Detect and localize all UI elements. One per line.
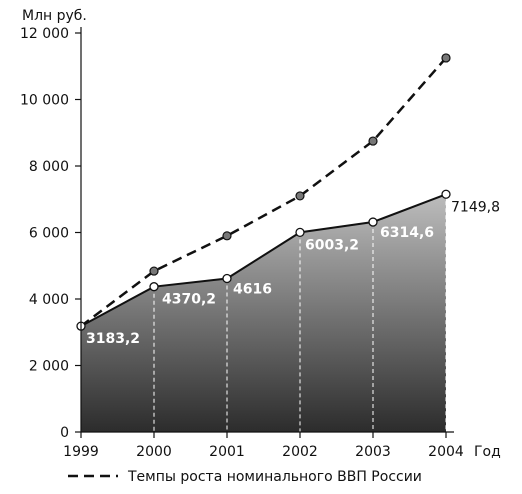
y-tick-label-2000: 2 000 xyxy=(29,359,69,375)
data-label-2000: 4370,2 xyxy=(162,292,216,308)
axes: 0 2 000 4 000 6 000 8 000 10 000 12 000 Млн руб… xyxy=(20,8,501,460)
dashed-point-2004 xyxy=(441,53,451,63)
y-unit-label: Млн руб. xyxy=(22,8,87,24)
x-tick-label-2003: 2003 xyxy=(355,444,391,460)
y-tick-label-8000: 8 000 xyxy=(29,159,69,175)
x-tick-label-2000: 2000 xyxy=(136,444,172,460)
y-tick-label-6000: 6 000 xyxy=(29,226,69,242)
y-tick-label-10000: 10 000 xyxy=(20,93,69,109)
dashed-point-2000 xyxy=(149,266,159,276)
x-unit-label: Год xyxy=(474,444,501,460)
data-label-1999: 3183,2 xyxy=(86,331,140,347)
dashed-series-line xyxy=(80,57,447,328)
y-tick-label-4000: 4 000 xyxy=(29,292,69,308)
x-tick-label-2001: 2001 xyxy=(209,444,245,460)
area-fill xyxy=(81,194,446,432)
data-label-2002: 6003,2 xyxy=(305,237,359,253)
area-point-2003 xyxy=(368,217,378,227)
dashed-point-2002 xyxy=(295,191,305,201)
y-tick-label-0: 0 xyxy=(60,425,69,441)
area-point-2002 xyxy=(295,227,305,238)
data-label-2003: 6314,6 xyxy=(380,225,434,241)
area-point-2004 xyxy=(441,189,451,199)
x-tick-label-2004: 2004 xyxy=(428,444,464,460)
legend: Темпы роста номинального ВВП России xyxy=(68,469,422,485)
legend-label: Темпы роста номинального ВВП России xyxy=(127,469,422,485)
plot-area: 3183,2 4370,2 4616 6003,2 6314,6 7149,8 xyxy=(76,53,500,432)
x-tick-label-1999: 1999 xyxy=(63,444,99,460)
area-point-2000 xyxy=(149,282,159,292)
area-point-2001 xyxy=(222,273,232,284)
data-label-2001: 4616 xyxy=(233,282,272,298)
data-label-2004: 7149,8 xyxy=(451,199,500,215)
dashed-point-2003 xyxy=(368,136,378,146)
y-tick-label-12000: 12 000 xyxy=(20,26,69,42)
x-tick-label-2002: 2002 xyxy=(282,444,318,460)
area-line xyxy=(80,193,447,328)
dashed-point-2001 xyxy=(222,231,232,241)
